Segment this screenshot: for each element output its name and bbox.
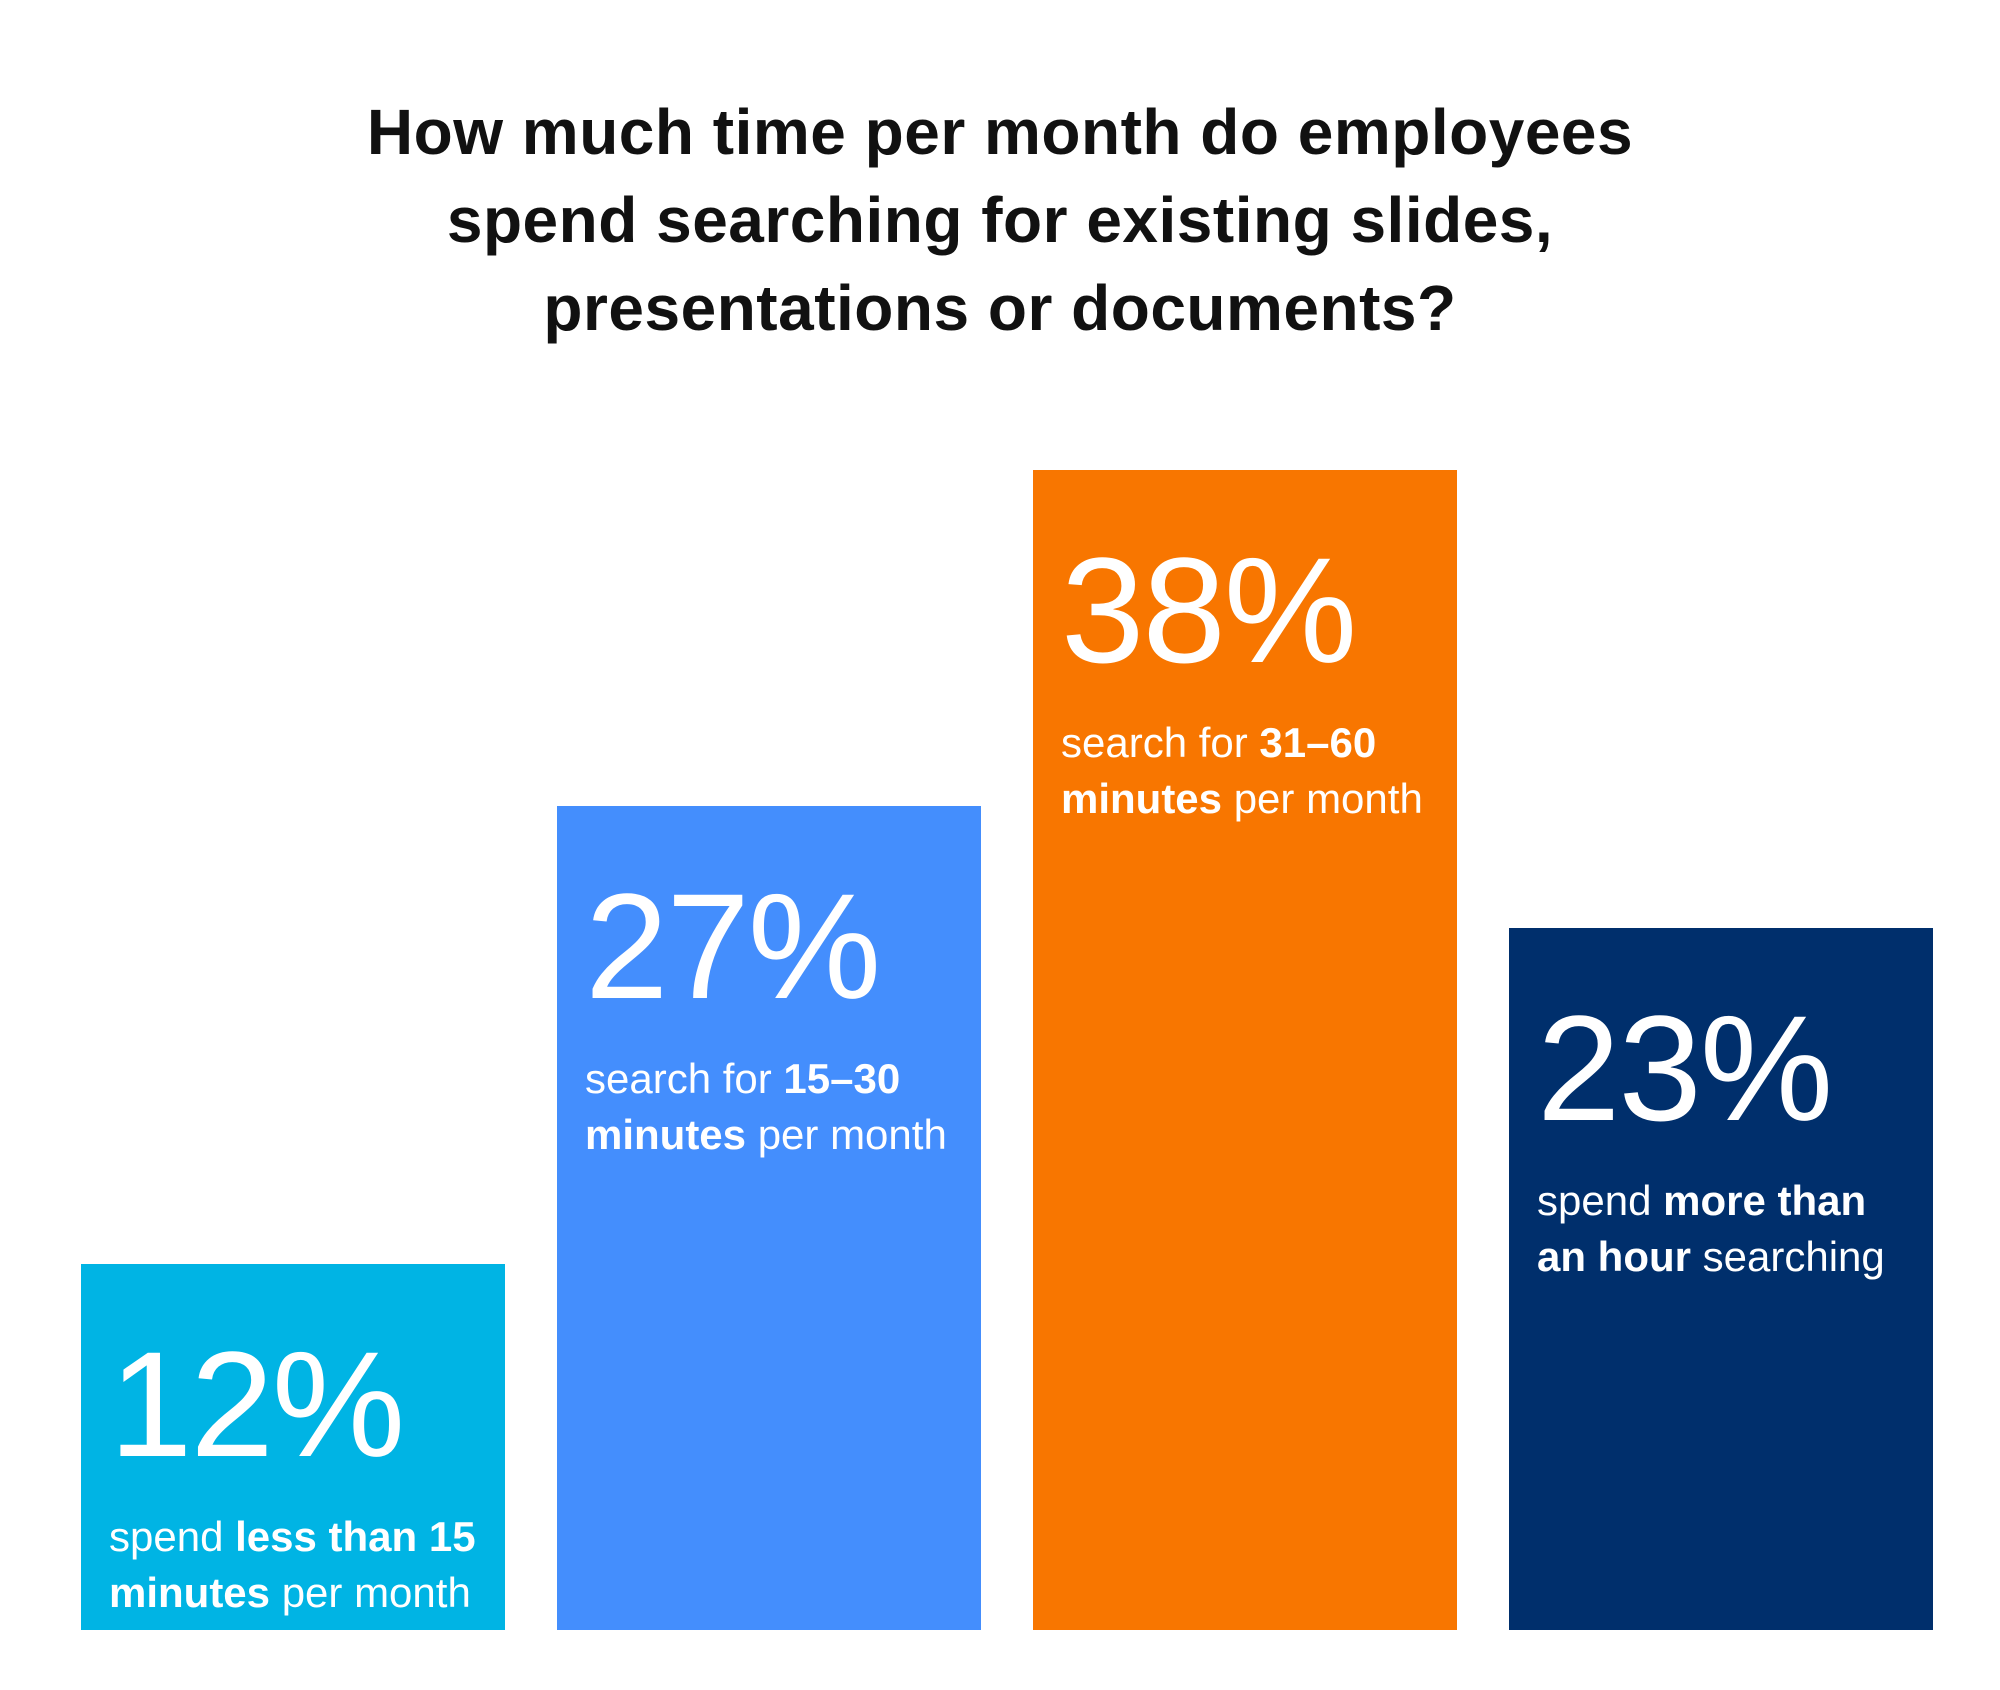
caption-text: per month [746,1111,947,1158]
caption-text: per month [1222,775,1423,822]
bar-2: 27% search for 15–30 minutes per month [557,806,981,1630]
bar-caption: spend less than 15 minutes per month sea… [109,1509,489,1677]
chart-title-line-2: spend searching for existing slides, [446,184,1554,256]
bar-3: 38% search for 31–60 minutes per month [1033,470,1457,1630]
bar-1: 12% spend less than 15 minutes per month … [81,1264,505,1672]
caption-text: search for [1061,719,1260,766]
bar-4: 23% spend more than an hour searching [1509,928,1933,1630]
bar-caption: search for 31–60 minutes per month [1061,715,1441,827]
bar-value-label: 27% [585,862,881,1030]
bar-value-label: 12% [109,1320,405,1488]
bar-value-label: 38% [1061,526,1357,694]
caption-text: spend [109,1513,236,1560]
caption-text: per month searching [109,1569,471,1672]
chart-title-line-1: How much time per month do employees [366,96,1634,168]
caption-emphasis: more than an hour [1537,1177,1867,1280]
caption-text: searching [1691,1233,1885,1280]
bar-caption: spend more than an hour searching [1537,1173,1917,1285]
caption-emphasis: 15–30 minutes [585,1055,901,1158]
bar-value-label: 23% [1537,984,1833,1152]
caption-emphasis: 31–60 minutes [1061,719,1377,822]
caption-text: search for [585,1055,784,1102]
bar-caption: search for 15–30 minutes per month [585,1051,965,1163]
chart-title: How much time per month do employees spe… [200,88,1800,352]
caption-emphasis: less than 15 minutes [109,1513,476,1616]
caption-text: spend [1537,1177,1664,1224]
chart-title-line-3: presentations or documents? [543,272,1457,344]
